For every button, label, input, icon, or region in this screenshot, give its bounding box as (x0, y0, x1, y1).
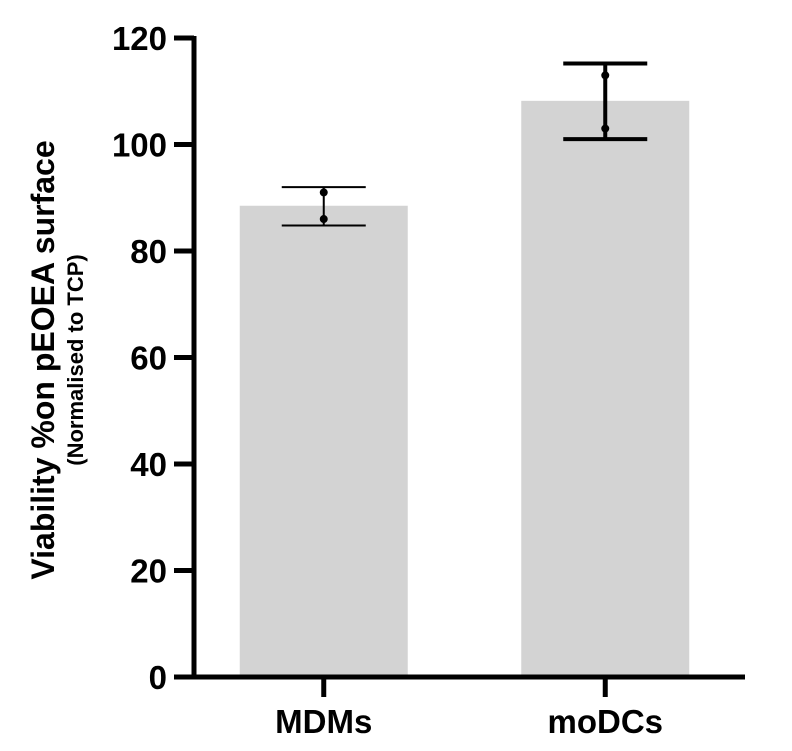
x-ticks-layer: MDMs moDCs (275, 677, 663, 740)
y-ticks-layer: 0 20 40 60 80 100 120 (112, 20, 194, 696)
error-bars-layer (281, 61, 648, 227)
data-point (319, 188, 328, 197)
bar-mdms (239, 205, 408, 678)
y-axis-sublabel: (Normalised to TCP) (63, 254, 88, 465)
data-point (601, 71, 610, 80)
y-tick-label: 60 (130, 340, 167, 377)
bar-modcs (521, 100, 690, 677)
y-tick-label: 20 (130, 553, 167, 590)
data-point (319, 215, 328, 224)
y-tick-label: 120 (112, 20, 167, 57)
y-tick-label: 80 (130, 233, 167, 270)
y-axis-subtitle: (Normalised to TCP) (63, 254, 88, 465)
bars-layer (239, 100, 690, 678)
y-tick-label: 40 (130, 446, 167, 483)
y-tick-label: 0 (149, 659, 167, 696)
y-axis-title: Viability %on pEOEA surface (25, 140, 61, 579)
y-tick-label: 100 (112, 127, 167, 164)
data-point (601, 124, 610, 133)
x-tick-label-mdms: MDMs (275, 703, 372, 740)
y-axis-label: Viability %on pEOEA surface (25, 140, 61, 579)
x-tick-label-modcs: moDCs (547, 703, 663, 740)
